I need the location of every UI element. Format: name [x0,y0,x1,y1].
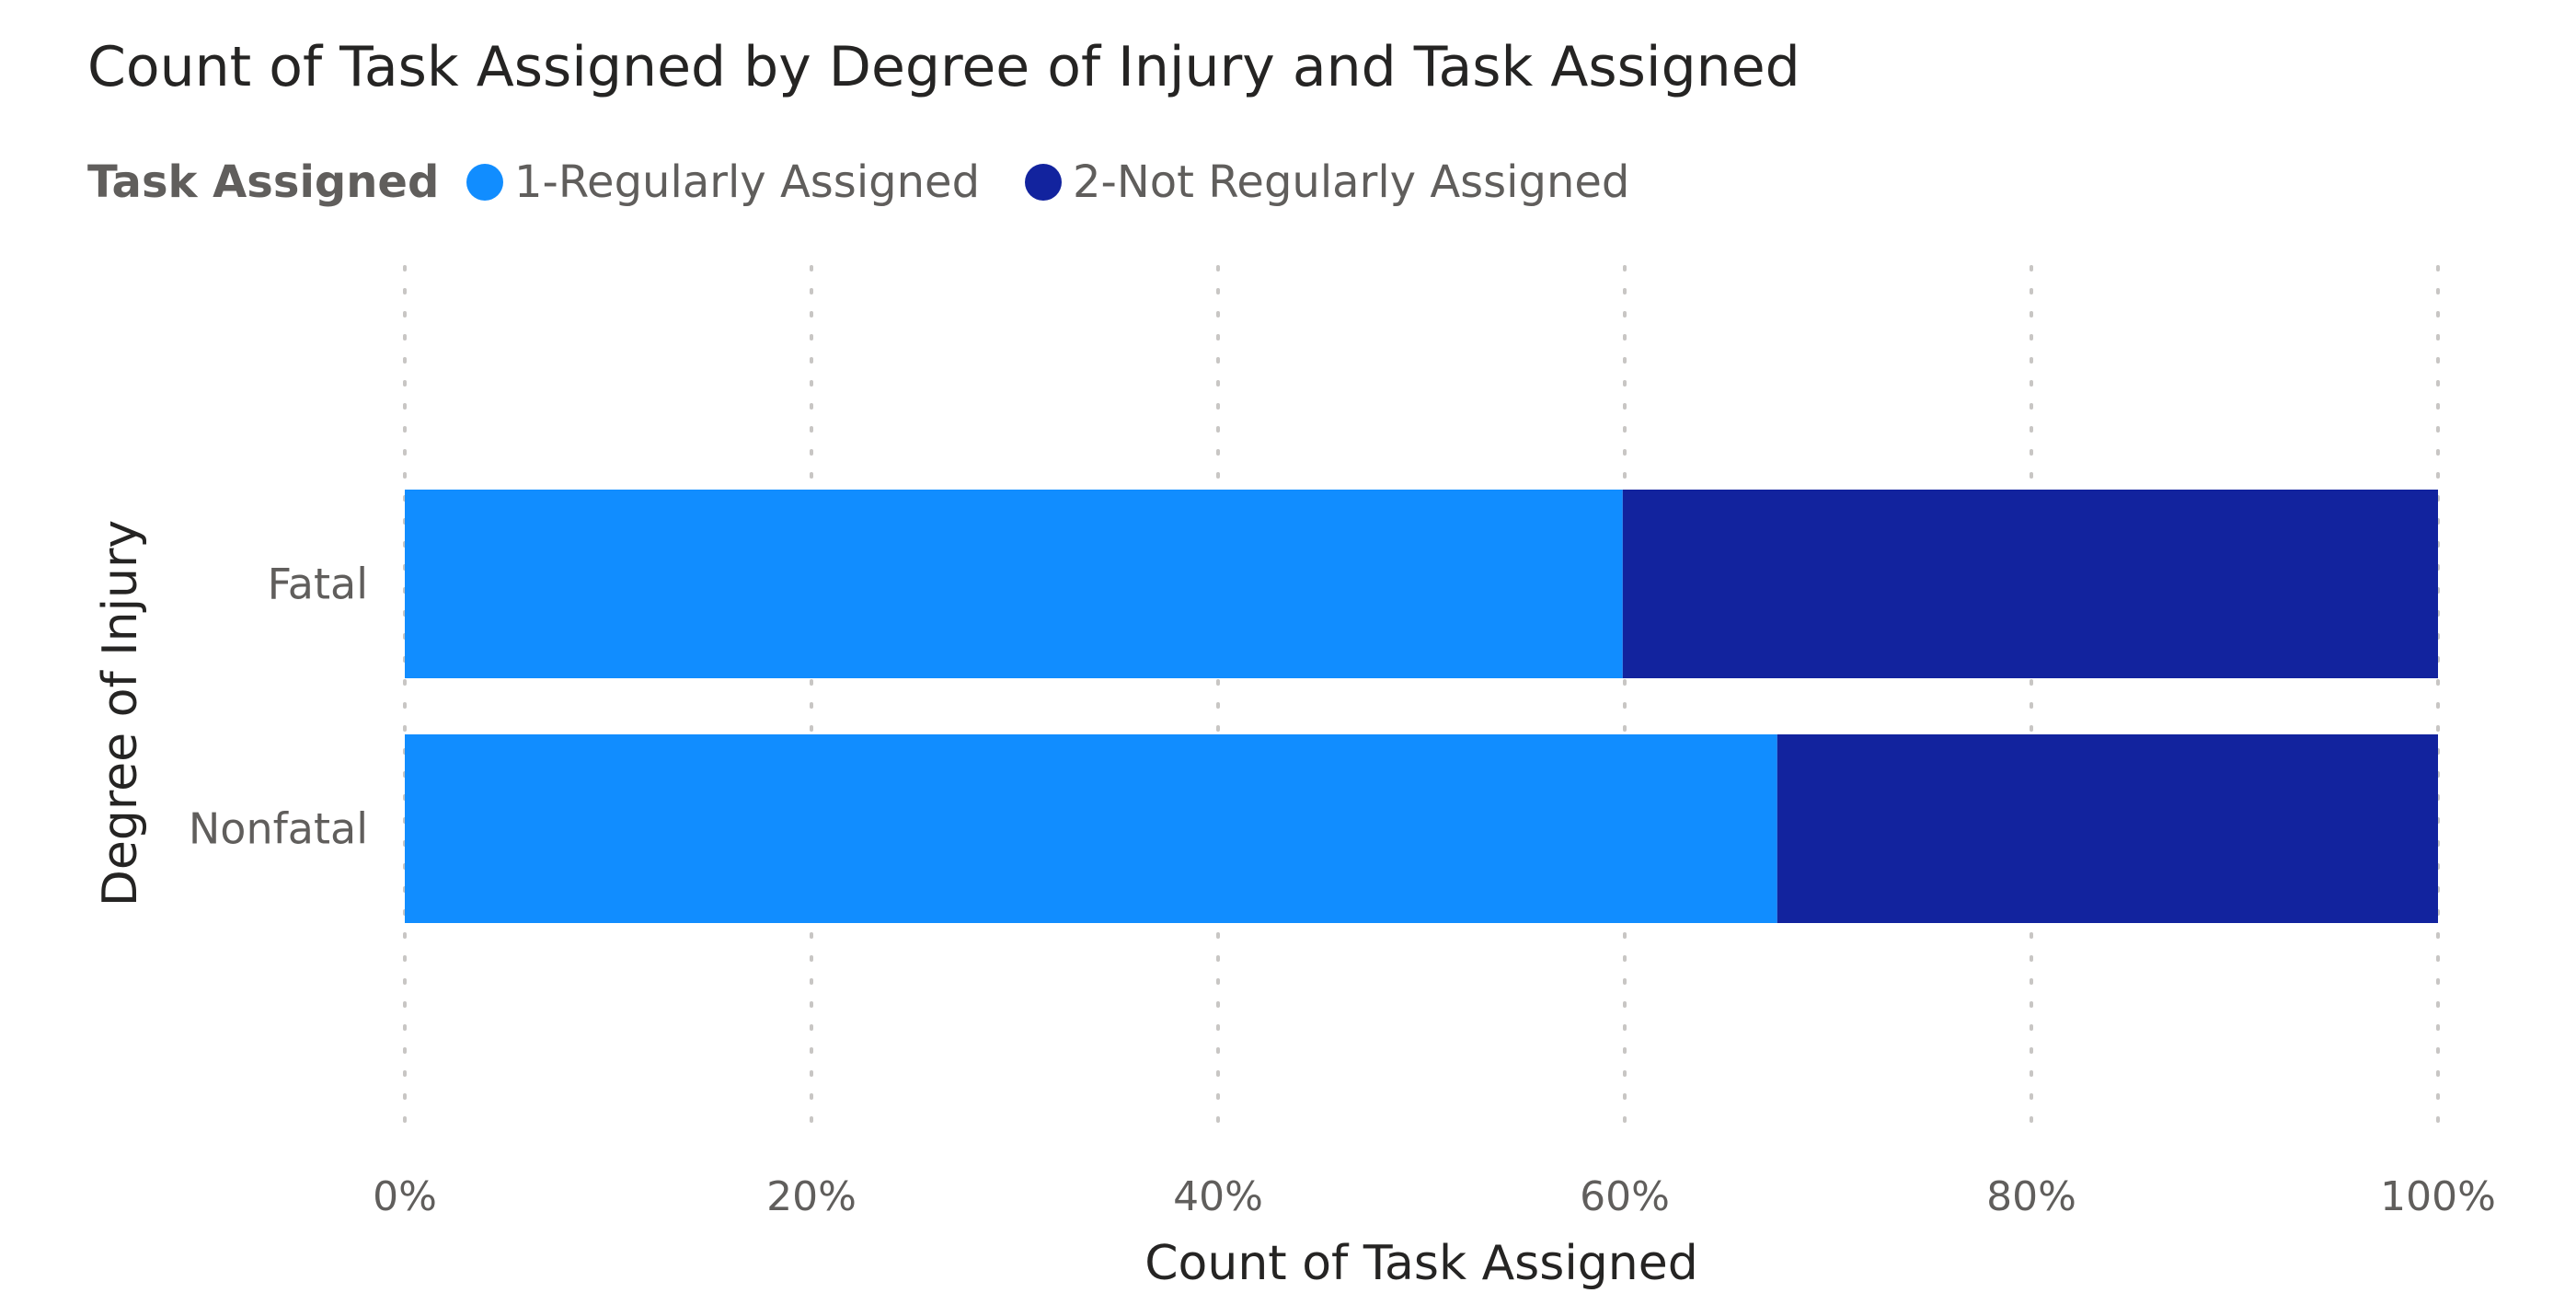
gridlines [403,265,2440,1134]
x-tick-label: 20% [766,1173,857,1220]
legend-marker [466,164,503,201]
legend-title: Task Assigned [87,156,439,208]
legend-marker [1025,164,1062,201]
bars [405,490,2438,923]
bar-segment[interactable] [405,490,1623,678]
bar-segment[interactable] [1622,490,2438,678]
bar-segment[interactable] [1777,734,2438,923]
x-axis-ticks: 0% 20% 40% 60% 80% 100% [373,1173,2496,1220]
legend-item-label[interactable]: 2-Not Regularly Assigned [1073,156,1629,208]
legend: Task Assigned 1-Regularly Assigned 2-Not … [87,156,1629,208]
legend-item-label[interactable]: 1-Regularly Assigned [514,156,980,208]
chart-title: Count of Task Assigned by Degree of Inju… [87,35,1800,99]
x-tick-label: 40% [1173,1173,1263,1220]
y-category-label: Fatal [268,560,368,609]
x-tick-label: 0% [373,1173,437,1220]
x-tick-label: 60% [1580,1173,1670,1220]
x-tick-label: 100% [2380,1173,2496,1220]
bar-segment[interactable] [405,734,1777,923]
x-axis-title: Count of Task Assigned [1144,1236,1698,1291]
y-category-label: Nonfatal [189,804,368,854]
y-axis-labels: Fatal Nonfatal [189,560,368,854]
x-tick-label: 80% [1986,1173,2076,1220]
y-axis-title: Degree of Injury [93,520,148,906]
